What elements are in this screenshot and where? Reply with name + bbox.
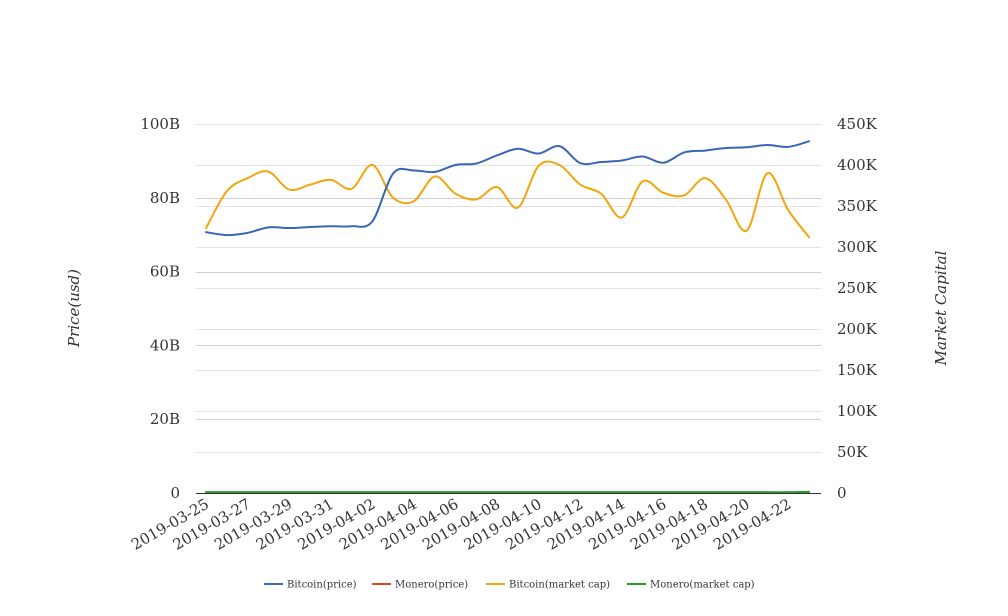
y-right-tick-label: 400K xyxy=(837,156,878,174)
legend-label-monero-price: Monero(price) xyxy=(395,580,468,591)
legend-label-bitcoin-price: Bitcoin(price) xyxy=(287,580,357,591)
y-right-tick-label: 0 xyxy=(837,484,847,502)
y-right-tick-label: 450K xyxy=(837,115,878,133)
y-right-tick-label: 200K xyxy=(837,320,878,338)
y-left-tick-label: 20B xyxy=(150,410,180,428)
series-line-bitcoin-market-cap xyxy=(205,160,810,239)
y-right-tick-label: 350K xyxy=(837,197,878,215)
y-left-tick-label: 60B xyxy=(150,263,180,281)
legend: Bitcoin(price) Monero(price) Bitcoin(marke… xyxy=(264,580,755,591)
series-lines xyxy=(205,140,810,494)
y-axis-left-title: Price(usd) xyxy=(65,269,83,348)
y-left-tick-label: 80B xyxy=(150,189,180,207)
y-right-tick-label: 150K xyxy=(837,361,878,379)
y-left-tick-label: 100B xyxy=(140,115,180,133)
y-right-tick-label: 100K xyxy=(837,402,878,420)
y-right-tick-label: 50K xyxy=(837,443,868,461)
legend-label-bitcoin-market-cap: Bitcoin(market cap) xyxy=(509,580,610,591)
grid-lines xyxy=(196,124,821,453)
y-right-tick-label: 300K xyxy=(837,238,878,256)
y-axis-right-title: Market Capital xyxy=(932,250,950,366)
series-line-bitcoin-price xyxy=(205,140,810,237)
y-left-tick-label: 40B xyxy=(150,336,180,354)
y-right-tick-label: 250K xyxy=(837,279,878,297)
y-left-tick-label: 0 xyxy=(170,484,180,502)
legend-label-monero-market-cap: Monero(market cap) xyxy=(650,580,755,591)
